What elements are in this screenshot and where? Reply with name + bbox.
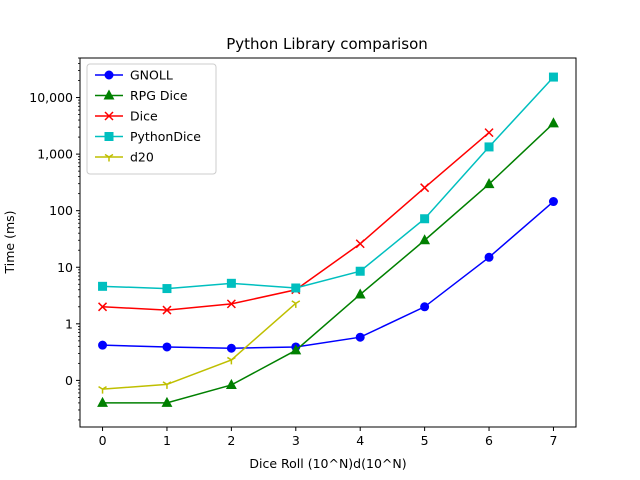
legend-marker [104,70,114,80]
y-tick-label: 1,000 [37,147,73,162]
series-gnoll [98,197,558,353]
data-point-gnoll [355,332,365,342]
data-point-d20 [226,356,236,365]
legend-marker [104,111,114,121]
x-tick-label: 7 [549,433,557,448]
series-line-d20 [102,302,297,390]
data-point-pythondice [420,214,430,224]
y-tick-label: 10 [57,260,73,275]
data-point-rpg-dice [290,344,302,355]
legend-marker [104,132,114,141]
data-point-dice [484,128,494,138]
data-point-pythondice [484,142,494,152]
x-tick-label: 0 [99,433,107,448]
x-axis: 0 1 2 3 4 5 6 7 [99,427,557,448]
plot-frame [79,57,577,428]
series-line-rpg-dice [102,122,554,404]
legend-entry-dice: Dice [95,109,158,124]
y-axis-label: Time (ms) [2,210,17,274]
data-point-dice [162,305,172,315]
data-point-rpg-dice [97,396,108,407]
legend-box [86,63,217,175]
data-point-rpg-dice [225,378,237,389]
data-point-rpg-dice [161,396,173,407]
data-point-gnoll [162,342,172,352]
legend-entry-d20: d20 [95,150,154,165]
y-tick-label: 10,000 [29,90,73,105]
x-axis-label: Dice Roll (10^N)d(10^N) [249,456,406,471]
legend-marker [103,89,115,100]
y-tick-label: 1 [65,316,73,331]
data-point-gnoll [226,343,236,353]
data-point-pythondice [226,278,236,288]
series-pythondice [98,72,558,294]
x-tick-label: 1 [163,433,171,448]
legend-entry-rpg-dice: RPG Dice [95,88,188,103]
data-point-pythondice [548,72,558,82]
legend-marker [104,153,114,162]
data-point-pythondice [162,284,172,294]
data-point-gnoll [484,252,494,262]
series-line-gnoll [102,200,554,349]
data-point-pythondice [291,283,301,293]
data-point-d20 [291,300,301,308]
x-tick-label: 2 [227,433,235,448]
legend: GNOLL RPG Dice Dice PythonDice d20 [86,63,217,175]
data-point-rpg-dice [354,288,366,299]
y-axis: 0 1 10 100 1,000 10,000 [29,57,80,421]
legend-entry-pythondice: PythonDice [95,129,201,144]
legend-label: PythonDice [130,129,201,144]
legend-entry-gnoll: GNOLL [95,68,173,83]
data-point-d20 [162,381,172,389]
x-tick-label: 6 [485,433,493,448]
plot-content [97,72,559,407]
data-point-rpg-dice [483,178,495,189]
data-point-gnoll [98,340,108,350]
x-tick-label: 5 [421,433,429,448]
y-tick-label: 100 [49,203,73,218]
data-point-pythondice [355,266,365,276]
data-point-gnoll [420,302,430,312]
data-point-rpg-dice [419,234,431,245]
y-tick-label: 0 [65,373,73,388]
legend-label: RPG Dice [130,88,188,103]
data-point-pythondice [98,281,108,291]
chart-title: Python Library comparison [226,35,428,53]
data-point-dice [226,299,236,309]
data-point-dice [420,183,430,193]
data-point-dice [355,239,365,249]
legend-label: d20 [130,150,154,165]
legend-label: GNOLL [130,68,173,83]
series-rpg-dice [97,117,559,407]
x-tick-label: 3 [292,433,300,448]
data-point-gnoll [548,197,558,207]
legend-label: Dice [130,109,158,124]
data-point-dice [98,302,108,312]
series-d20 [98,300,301,394]
data-point-d20 [98,386,107,394]
data-point-rpg-dice [548,117,559,128]
series-line-pythondice [102,76,555,290]
x-tick-label: 4 [356,433,364,448]
